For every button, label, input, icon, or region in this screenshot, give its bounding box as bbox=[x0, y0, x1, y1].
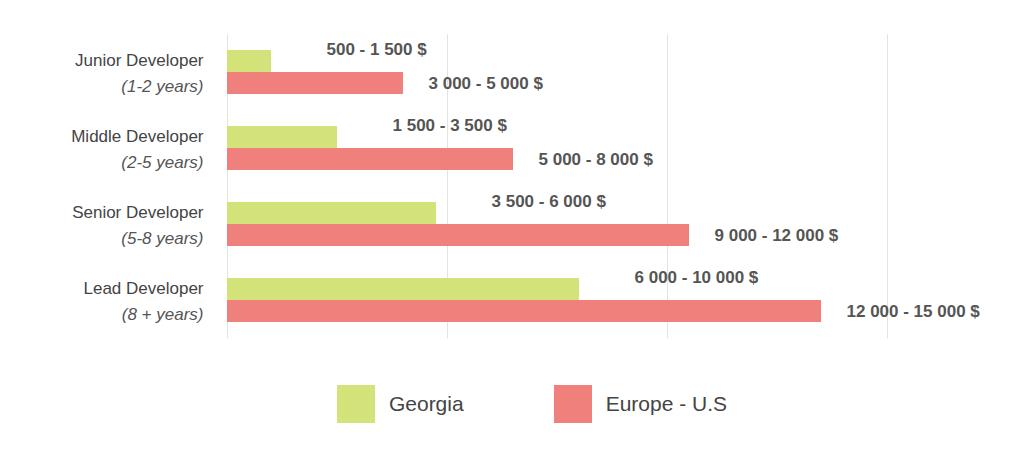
html-text:Europe - U.S: Europe - U.S bbox=[605, 392, 727, 415]
svg-text:9 000 - 12 000 $: 9 000 - 12 000 $ bbox=[715, 226, 839, 245]
html-text:Georgia: Georgia bbox=[388, 392, 464, 415]
svg-text:3 000 - 5 000 $: 3 000 - 5 000 $ bbox=[429, 74, 544, 93]
svg-text:(8 + years): (8 + years) bbox=[122, 305, 204, 324]
svg-text:(1-2 years): (1-2 years) bbox=[121, 77, 203, 96]
svg-text:Middle Developer: Middle Developer bbox=[71, 127, 204, 146]
svg-text:3 500 - 6 000 $: 3 500 - 6 000 $ bbox=[492, 192, 607, 211]
svg-text:Junior Developer: Junior Developer bbox=[75, 51, 204, 70]
svg-text:Senior Developer: Senior Developer bbox=[72, 203, 204, 222]
svg-text:5 000 - 8 000 $: 5 000 - 8 000 $ bbox=[539, 150, 654, 169]
svg-text:Lead Developer: Lead Developer bbox=[83, 279, 203, 298]
svg-text:1 500 - 3 500 $: 1 500 - 3 500 $ bbox=[393, 116, 508, 135]
svg-text:12 000 - 15 000 $: 12 000 - 15 000 $ bbox=[847, 302, 981, 321]
svg-text:(5-8 years): (5-8 years) bbox=[121, 229, 203, 248]
svg-text:6 000 - 10 000 $: 6 000 - 10 000 $ bbox=[635, 268, 759, 287]
svg-text:(2-5 years): (2-5 years) bbox=[121, 153, 203, 172]
svg-text:500 - 1 500 $: 500 - 1 500 $ bbox=[327, 40, 428, 59]
